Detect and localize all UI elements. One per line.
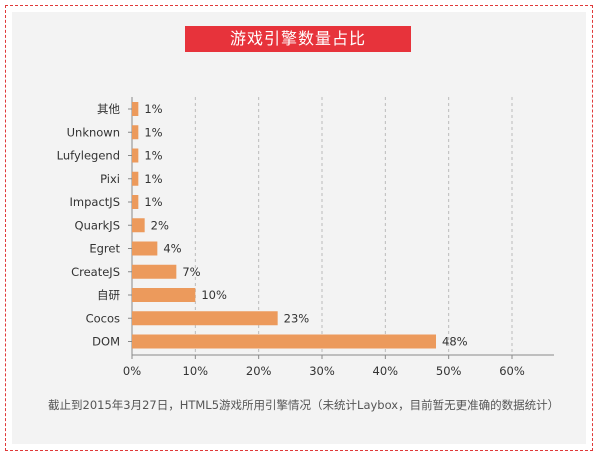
y-tick-label: Lufylegend [57,149,120,163]
bar [132,195,139,209]
x-tick-label: 60% [499,364,525,378]
bar [132,241,158,256]
data-label: 23% [284,311,310,325]
chart-title: 游戏引擎数量占比 [185,26,411,52]
x-tick-label: 40% [373,364,399,378]
data-label: 1% [144,102,162,116]
data-label: 1% [144,149,162,163]
y-tick-label: Unknown [67,125,120,139]
bar [132,264,177,279]
bar [132,171,139,186]
y-tick-label: ImpactJS [70,195,120,209]
bar [132,125,139,140]
data-label: 10% [201,288,227,302]
data-label: 2% [151,218,169,232]
x-tick-label: 20% [246,364,272,378]
bar [132,102,139,116]
y-tick-label: DOM [92,335,120,349]
y-tick-label: Cocos [86,311,120,325]
data-label: 48% [442,335,468,349]
x-tick-label: 50% [436,364,462,378]
y-tick-label: 自研 [97,288,120,302]
x-tick-label: 10% [183,364,209,378]
data-label: 7% [182,265,200,279]
bar [132,288,196,302]
data-label: 4% [163,242,181,256]
footnote: 截止到2015年3月27日，HTML5游戏所用引擎情况（未统计Laybox，目前… [48,398,560,412]
y-tick-label: Pixi [100,172,120,186]
x-tick-label: 30% [309,364,335,378]
y-tick-label: QuarkJS [75,218,120,232]
dashed-frame [5,5,593,451]
y-tick-label: CreateJS [71,265,120,279]
bar [132,311,278,326]
data-label: 1% [144,172,162,186]
bar [132,218,145,233]
x-tick-label: 0% [123,364,141,378]
data-label: 1% [144,125,162,139]
bar [132,148,139,163]
data-label: 1% [144,195,162,209]
bar [132,334,436,349]
y-tick-label: 其他 [97,102,120,116]
chart-panel [12,12,586,444]
y-tick-label: Egret [89,242,120,256]
